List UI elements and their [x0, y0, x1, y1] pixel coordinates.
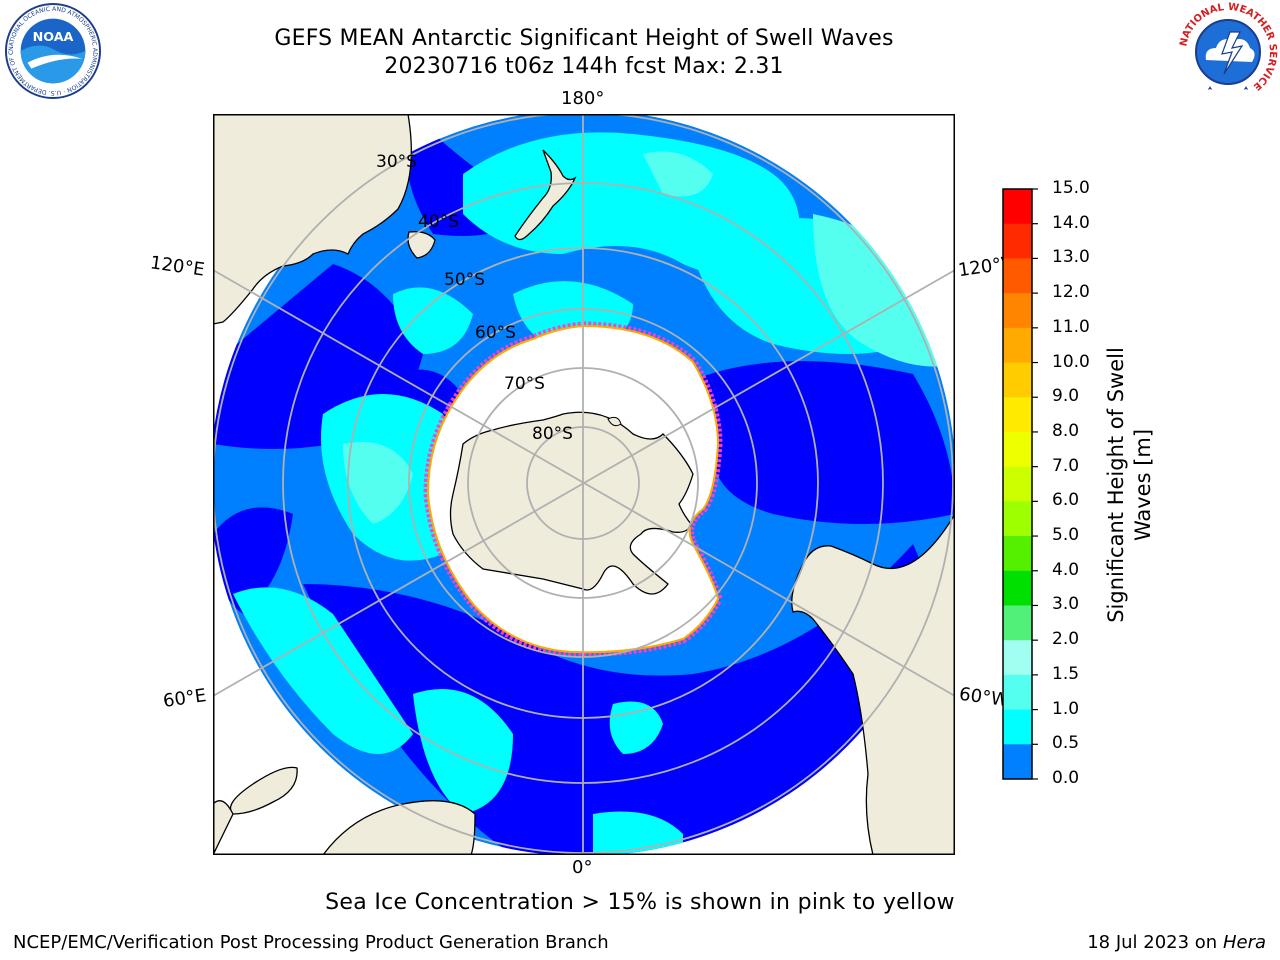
- colorbar-swatch: [1003, 397, 1032, 433]
- colorbar-swatch: [1003, 674, 1032, 711]
- colorbar-swatch: [1003, 431, 1032, 468]
- colorbar-frame: [1002, 188, 1033, 780]
- colorbar-tick-label: 3.0: [1052, 594, 1080, 615]
- lat-label-80s: 80°S: [532, 424, 573, 444]
- colorbar-tick-label: 4.0: [1052, 559, 1080, 580]
- colorbar-swatch: [1003, 501, 1032, 537]
- colorbar-swatch: [1003, 536, 1032, 572]
- africa-edge-land: [213, 800, 234, 855]
- colorbar-tick-label: 9.0: [1052, 386, 1080, 407]
- footer-credit: NCEP/EMC/Verification Post Processing Pr…: [13, 932, 609, 953]
- colorbar-tick-label: 1.0: [1052, 698, 1080, 719]
- lat-label-40s: 40°S: [418, 212, 459, 232]
- colorbar-tick-label: 0.5: [1052, 733, 1080, 754]
- land: [213, 114, 955, 855]
- south-america-land: [791, 512, 955, 855]
- chart-title: GEFS MEAN Antarctic Significant Height o…: [274, 26, 894, 51]
- new-zealand-land: [514, 149, 577, 241]
- footer-date: 18 Jul 2023 on Hera: [1087, 932, 1266, 953]
- australia-land: [213, 114, 412, 325]
- colorbar-swatch: [1003, 327, 1032, 364]
- colorbar-tick-label: 0.0: [1052, 768, 1080, 788]
- lat-label-30s: 30°S: [376, 152, 417, 172]
- colorbar-swatch: [1003, 362, 1032, 398]
- footer-host: Hera: [1222, 932, 1266, 953]
- colorbar-swatch: [1003, 189, 1032, 225]
- colorbar-tick-label: 15.0: [1052, 178, 1090, 198]
- lon-label-180: 180°: [561, 88, 605, 109]
- colorbar-swatch: [1003, 223, 1032, 259]
- chart-subtitle: 20230716 t06z 144h fcst Max: 2.31: [384, 54, 784, 79]
- colorbar-tick-label: 8.0: [1052, 420, 1080, 441]
- lat-label-50s: 50°S: [444, 270, 485, 290]
- colorbar-tick-label: 11.0: [1052, 316, 1090, 337]
- noaa-logo: NATIONAL OCEANIC AND ATMOSPHERIC ADMINIS…: [4, 2, 102, 100]
- colorbar-tick-label: 5.0: [1052, 525, 1080, 546]
- colorbar-swatch: [1003, 570, 1032, 606]
- noaa-wordmark: NOAA: [33, 30, 74, 45]
- lon-label-60e: 60°E: [161, 685, 208, 712]
- colorbar-tick-label: 2.0: [1052, 629, 1080, 650]
- lat-label-70s: 70°S: [504, 374, 545, 394]
- colorbar-tick-label: 6.0: [1052, 490, 1080, 511]
- colorbar: [1002, 188, 1038, 780]
- colorbar-tick-label: 13.0: [1052, 247, 1090, 268]
- graticule: [213, 114, 955, 855]
- nws-logo: NATIONAL WEATHER SERVICE: [1178, 2, 1278, 101]
- colorbar-swatch: [1003, 640, 1032, 676]
- africa-land: [322, 800, 476, 855]
- lon-label-0: 0°: [572, 857, 593, 878]
- polar-map: [213, 114, 955, 855]
- colorbar-swatch: [1003, 744, 1032, 780]
- colorbar-tick-label: 10.0: [1052, 351, 1090, 372]
- ross-island-land: [607, 416, 622, 427]
- colorbar-swatch: [1003, 293, 1032, 329]
- colorbar-tick-label: 12.0: [1052, 282, 1090, 303]
- tasmania-land: [407, 231, 436, 259]
- lat-label-60s: 60°S: [475, 323, 516, 343]
- colorbar-tick-label: 1.5: [1052, 663, 1080, 684]
- colorbar-swatch: [1003, 709, 1032, 745]
- lon-label-120e: 120°E: [148, 252, 206, 281]
- colorbar-swatch: [1003, 258, 1032, 294]
- sea-ice-caption: Sea Ice Concentration > 15% is shown in …: [325, 890, 955, 915]
- colorbar-swatch: [1003, 466, 1032, 502]
- madagascar-land: [229, 766, 298, 815]
- colorbar-tick-label: 7.0: [1052, 455, 1080, 476]
- colorbar-tick-label: 14.0: [1052, 212, 1090, 233]
- colorbar-swatch: [1003, 605, 1032, 641]
